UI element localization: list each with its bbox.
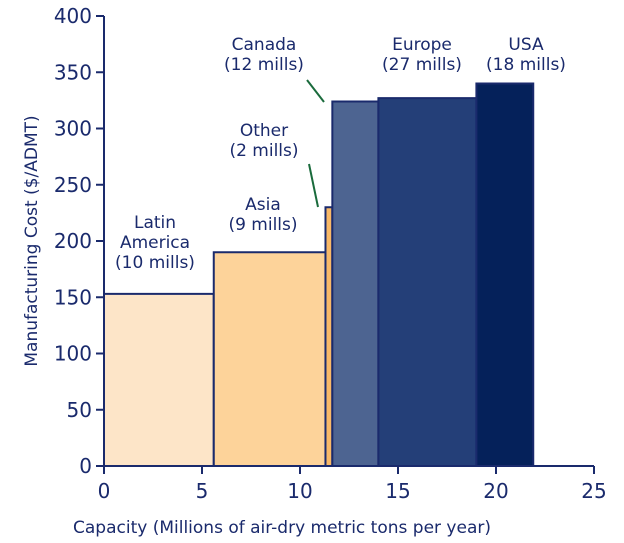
segment-label-line: (10 mills): [115, 253, 195, 273]
segment-label-line: Asia: [245, 195, 281, 215]
y-tick-label: 50: [67, 398, 92, 422]
bar-segment-5: [475, 82, 535, 467]
bar-segment-2: [324, 206, 334, 467]
x-tick-label: 15: [385, 479, 410, 503]
x-axis-title: Capacity (Millions of air-dry metric ton…: [73, 518, 491, 538]
bar-segment-4: [377, 97, 478, 467]
segment-label-line: (27 mills): [382, 55, 462, 75]
bar-segment-1: [212, 251, 327, 467]
y-tick-label: 0: [79, 454, 92, 478]
y-tick-label: 300: [54, 117, 92, 141]
y-tick-label: 400: [54, 4, 92, 28]
leader-lines-group: [306, 79, 325, 208]
y-tick-label: 250: [54, 173, 92, 197]
other-leader-line: [308, 163, 319, 208]
y-tick-label: 100: [54, 342, 92, 366]
segment-label-line: (2 mills): [229, 141, 298, 161]
segment-label-line: (18 mills): [486, 55, 566, 75]
bars-group: [103, 82, 535, 467]
segment-label-line: USA: [508, 35, 544, 55]
segment-label-line: America: [120, 233, 190, 253]
y-tick-label: 200: [54, 229, 92, 253]
segment-label-line: Latin: [134, 213, 176, 233]
bar-segment-0: [103, 292, 215, 467]
segment-label-line: Europe: [392, 35, 452, 55]
y-tick-label: 350: [54, 60, 92, 84]
x-tick-label: 20: [483, 479, 508, 503]
x-ticks-group: 0 5 10 15 20 25: [98, 466, 607, 503]
segment-label-line: (9 mills): [228, 215, 297, 235]
segment-label-line: Canada: [232, 35, 297, 55]
y-tick-label: 150: [54, 285, 92, 309]
bar-segment-3: [331, 100, 380, 467]
x-tick-label: 10: [287, 479, 312, 503]
y-axis-title: Manufacturing Cost ($/ADMT): [22, 115, 42, 366]
segment-label-line: (12 mills): [224, 55, 304, 75]
canada-leader-line: [306, 79, 325, 103]
x-tick-label: 0: [98, 479, 111, 503]
x-tick-label: 5: [196, 479, 209, 503]
y-ticks-group: 0 50 100 150 200 250 300 350 400: [54, 4, 104, 478]
segment-label-line: Other: [240, 121, 288, 141]
x-tick-label: 25: [581, 479, 606, 503]
